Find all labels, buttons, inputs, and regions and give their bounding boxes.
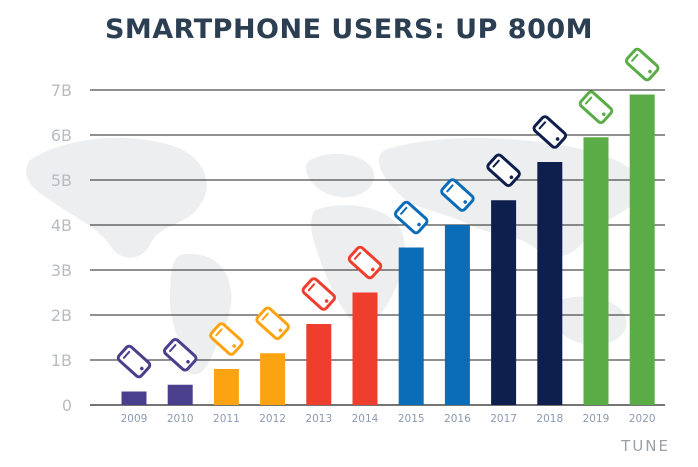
y-tick-label: 4B: [51, 216, 72, 235]
bar-2016: [444, 225, 470, 405]
bar-2013: [306, 324, 332, 405]
phone-icons: [116, 47, 660, 379]
bar-2019: [583, 137, 609, 405]
smartphone-icon: [255, 306, 290, 341]
y-tick-label: 5B: [51, 171, 72, 190]
map-landmass-4: [378, 138, 642, 257]
bar-2010: [167, 384, 193, 405]
smartphone-icon: [393, 200, 429, 235]
smartphone-icon: [209, 322, 244, 356]
x-tick-label: 2018: [536, 413, 563, 425]
smartphone-icon: [440, 178, 475, 212]
bar-2018: [537, 162, 563, 405]
x-tick-label: 2017: [490, 413, 517, 425]
smartphone-icon: [162, 337, 198, 372]
x-tick-label: 2010: [167, 413, 194, 425]
bar-2020: [629, 94, 655, 405]
bar-2009: [121, 391, 147, 405]
x-tick-label: 2015: [398, 413, 425, 425]
y-tick-label: 7B: [51, 81, 72, 100]
bar-2015: [398, 247, 424, 405]
x-tick-label: 2013: [305, 413, 332, 425]
map-landmass-0: [26, 137, 207, 258]
x-axis: 2009 2010 2011 2012 2013 2014 2015 2016 2017 2018…: [121, 413, 656, 425]
y-tick-label: 3B: [51, 261, 72, 280]
x-tick-label: 2020: [629, 413, 656, 425]
y-axis: 0 1B 2B 3B 4B 5B 6B 7B: [51, 81, 72, 415]
brand-logo: TUNE: [621, 437, 670, 455]
y-tick-label: 2B: [51, 306, 72, 325]
map-landmass-1: [169, 253, 232, 375]
smartphone-icon: [116, 344, 152, 379]
smartphone-icon: [624, 47, 660, 82]
smartphone-icon: [532, 115, 568, 149]
smartphone-icon: [301, 277, 337, 311]
x-tick-label: 2009: [121, 413, 148, 425]
y-tick-label: 1B: [51, 351, 72, 370]
world-map-background: [26, 137, 642, 375]
x-tick-label: 2019: [583, 413, 610, 425]
y-tick-label: 0: [62, 396, 72, 415]
chart-title: SMARTPHONE USERS: UP 800M: [104, 14, 594, 45]
bars: [121, 94, 655, 405]
x-tick-label: 2011: [213, 413, 240, 425]
x-tick-label: 2016: [444, 413, 471, 425]
smartphone-icon: [347, 245, 383, 280]
bar-2017: [491, 200, 517, 405]
x-tick-label: 2012: [259, 413, 286, 425]
bar-2011: [213, 369, 239, 405]
bar-2012: [260, 353, 286, 405]
y-tick-label: 6B: [51, 126, 72, 145]
smartphone-icon: [578, 90, 614, 125]
smartphone-icon: [486, 153, 521, 188]
bar-2014: [352, 292, 378, 405]
map-landmass-2: [305, 153, 375, 198]
x-tick-label: 2014: [352, 413, 379, 425]
